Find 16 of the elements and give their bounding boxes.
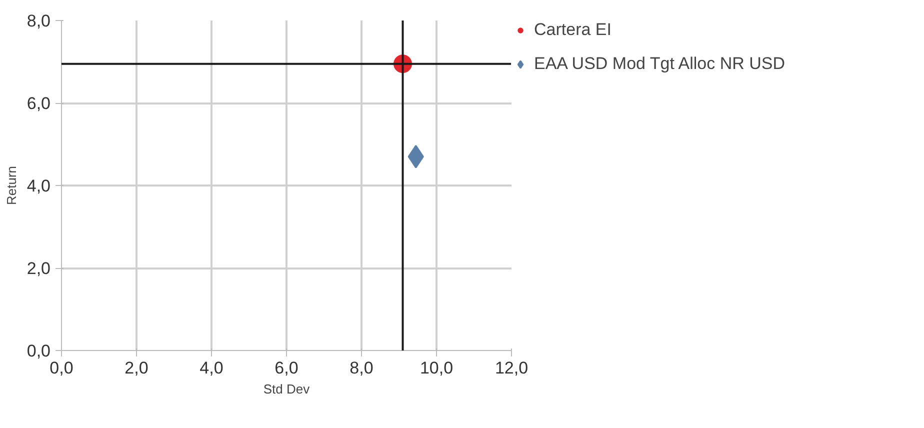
y-axis-title: Return [4,166,19,206]
x-tick-label: 2,0 [124,358,148,378]
x-axis-title: Std Dev [263,382,310,396]
x-tick-label: 4,0 [200,358,224,378]
y-tick-label: 6,0 [26,94,51,113]
y-tick-label: 4,0 [26,176,51,196]
legend-label: Cartera EI [534,20,612,40]
x-tick-label: 8,0 [350,358,374,378]
y-tick-label: 2,0 [26,259,51,278]
x-tick-label: 12,0 [494,358,528,378]
x-tick-label: 0,0 [50,358,74,378]
x-tick-label: 6,0 [274,358,298,378]
y-tick-label: 8,0 [26,12,51,30]
legend-label: EAA USD Mod Tgt Alloc NR USD [534,54,785,74]
x-tick-label: 10,0 [420,358,454,378]
y-tick-label: 0,0 [26,342,51,360]
